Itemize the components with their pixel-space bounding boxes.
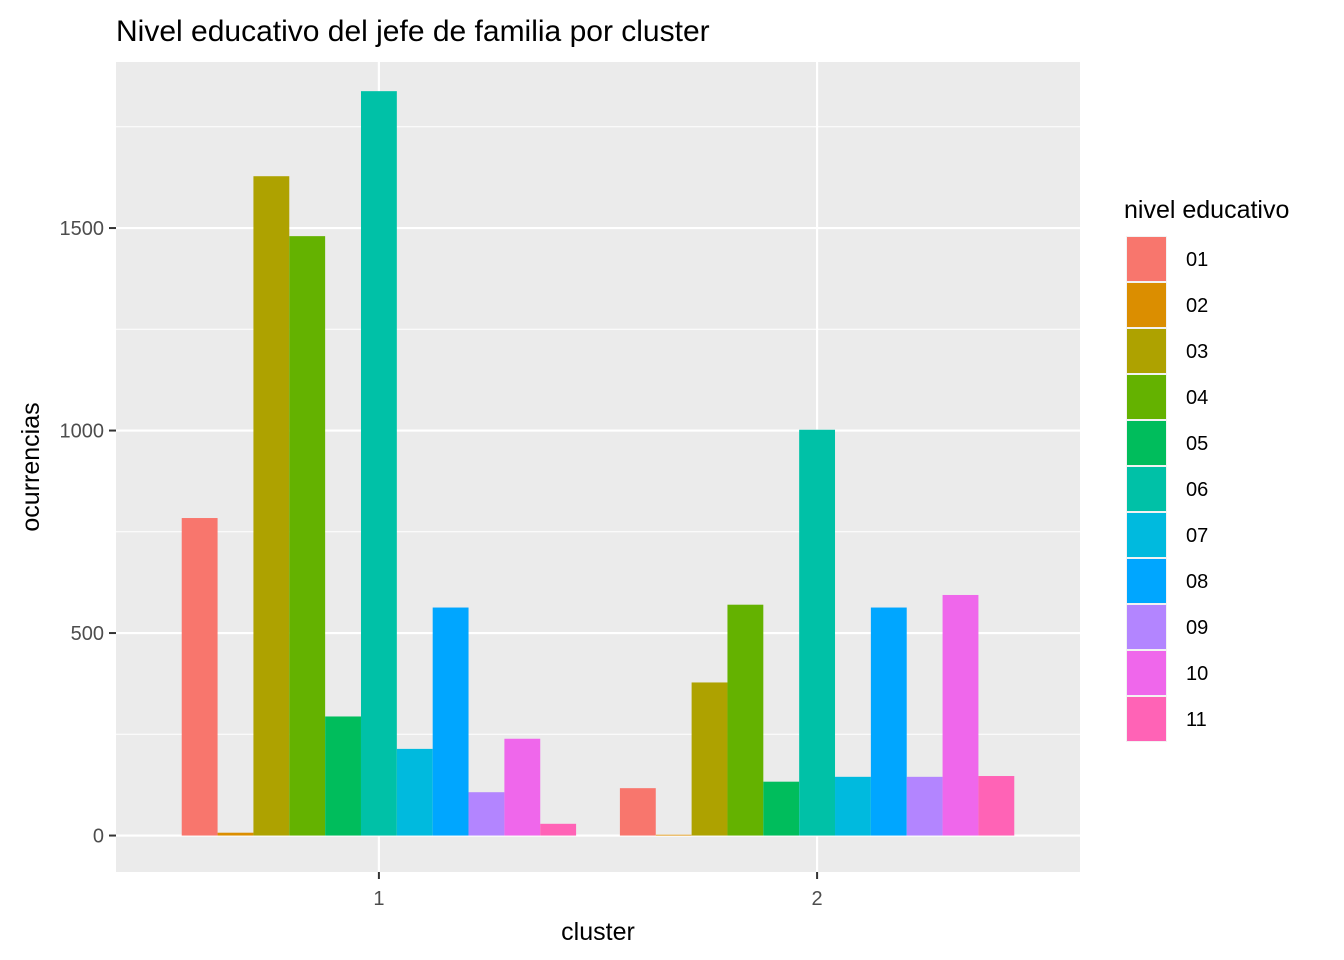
legend-item-10: 10 xyxy=(1126,650,1208,696)
bar-cluster-2-nivel-10 xyxy=(942,594,979,836)
legend-label: 01 xyxy=(1186,249,1208,271)
legend-swatch xyxy=(1127,559,1166,603)
legend-label: 05 xyxy=(1186,433,1208,455)
bars xyxy=(181,91,1015,836)
legend-item-08: 08 xyxy=(1126,558,1208,604)
y-tick-label: 500 xyxy=(71,623,104,645)
bar-cluster-1-nivel-11 xyxy=(540,823,577,836)
bar-cluster-1-nivel-05 xyxy=(325,716,361,836)
bar-cluster-2-nivel-11 xyxy=(978,776,1015,836)
bar-cluster-1-nivel-09 xyxy=(468,792,505,836)
bar-cluster-2-nivel-02 xyxy=(655,834,692,836)
legend-swatch xyxy=(1127,283,1166,327)
bar-cluster-2-nivel-04 xyxy=(727,604,764,836)
legend-label: 07 xyxy=(1186,525,1208,547)
legend-label: 10 xyxy=(1186,663,1208,685)
bar-cluster-1-nivel-04 xyxy=(289,236,326,836)
bar-cluster-1-nivel-07 xyxy=(396,748,433,836)
legend-label: 08 xyxy=(1186,571,1208,593)
legend-item-07: 07 xyxy=(1126,512,1208,558)
legend: nivel educativo 01 02 03 04 05 06 07 08 09 10 11 xyxy=(1124,196,1289,742)
legend-swatch xyxy=(1127,513,1166,557)
legend-item-03: 03 xyxy=(1126,328,1208,374)
bar-cluster-1-nivel-01 xyxy=(181,518,218,836)
legend-swatch xyxy=(1127,605,1166,649)
bar-cluster-1-nivel-10 xyxy=(504,738,541,836)
legend-title: nivel educativo xyxy=(1124,196,1289,224)
bar-cluster-2-nivel-06 xyxy=(799,429,836,836)
bar-cluster-2-nivel-05 xyxy=(763,781,800,836)
legend-swatch xyxy=(1127,651,1166,695)
legend-swatch xyxy=(1127,467,1166,511)
x-tick-label: 2 xyxy=(812,888,823,910)
bar-cluster-1-nivel-08 xyxy=(432,607,469,836)
y-axis-title: ocurrencias xyxy=(17,402,45,531)
legend-item-11: 11 xyxy=(1126,696,1207,742)
bar-cluster-2-nivel-08 xyxy=(870,607,907,836)
y-tick-label: 1000 xyxy=(60,421,105,443)
legend-swatch xyxy=(1127,421,1166,465)
bar-cluster-1-nivel-02 xyxy=(217,832,254,836)
legend-label: 03 xyxy=(1186,341,1208,363)
bar-cluster-1-nivel-03 xyxy=(253,176,290,836)
x-tick-label: 1 xyxy=(373,888,384,910)
y-axis: 0 500 1000 1500 xyxy=(60,218,116,848)
x-axis-title: cluster xyxy=(561,918,635,946)
bar-cluster-2-nivel-01 xyxy=(619,788,656,836)
legend-label: 02 xyxy=(1186,295,1208,317)
bar-cluster-2-nivel-09 xyxy=(906,776,943,836)
bar-cluster-2-nivel-07 xyxy=(835,776,871,836)
legend-item-05: 05 xyxy=(1126,420,1208,466)
legend-label: 04 xyxy=(1186,387,1208,409)
legend-item-09: 09 xyxy=(1126,604,1208,650)
legend-item-01: 01 xyxy=(1126,236,1208,282)
legend-swatch xyxy=(1127,375,1166,419)
legend-label: 11 xyxy=(1186,709,1207,731)
legend-label: 09 xyxy=(1186,617,1208,639)
legend-item-06: 06 xyxy=(1126,466,1208,512)
y-tick-label: 1500 xyxy=(60,218,105,240)
y-tick-label: 0 xyxy=(93,826,104,848)
legend-label: 06 xyxy=(1186,479,1208,501)
bar-cluster-1-nivel-06 xyxy=(360,91,397,836)
legend-item-02: 02 xyxy=(1126,282,1208,328)
legend-swatch xyxy=(1127,237,1166,281)
bar-cluster-2-nivel-03 xyxy=(691,682,728,836)
chart-title: Nivel educativo del jefe de familia por … xyxy=(116,15,710,48)
legend-swatch xyxy=(1127,329,1166,373)
legend-item-04: 04 xyxy=(1126,374,1208,420)
legend-swatch xyxy=(1127,697,1166,741)
